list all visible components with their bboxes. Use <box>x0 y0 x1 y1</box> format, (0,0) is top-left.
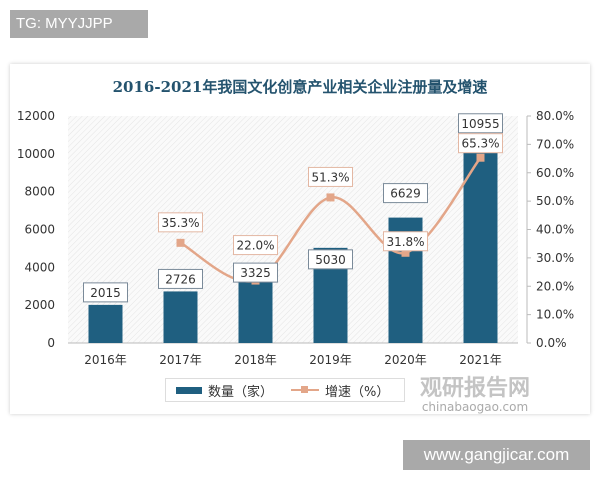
bar-value-label: 2015 <box>90 286 121 300</box>
x-axis-tick: 2021年 <box>459 353 502 367</box>
bar-value-label-box <box>308 249 353 270</box>
left-axis-tick: 10000 <box>17 147 55 161</box>
bar-value-label: 3325 <box>240 266 271 280</box>
left-axis-tick: 8000 <box>24 185 55 199</box>
bar-2021年 <box>463 135 498 343</box>
left-axis-tick: 2000 <box>24 298 55 312</box>
right-axis-tick: 50.0% <box>536 194 574 208</box>
growth-value-label-box <box>158 212 203 233</box>
growth-marker <box>326 193 335 202</box>
bar-value-label-box <box>233 262 278 283</box>
bar-value-label-box <box>458 113 503 134</box>
right-axis-tick: 10.0% <box>536 308 574 322</box>
bar-value-label: 10955 <box>461 117 499 131</box>
logo-watermark: 观研报告网 chinabaogao.com <box>420 370 530 414</box>
legend-bar-swatch <box>176 386 202 394</box>
bottom-watermark: www.gangjicar.com <box>403 440 590 470</box>
legend-line-swatch <box>291 386 320 393</box>
bar-value-label-box <box>383 183 428 204</box>
left-axis-tick: 6000 <box>24 223 55 237</box>
left-axis-tick: 0 <box>47 336 55 350</box>
right-axis-tick: 30.0% <box>536 251 574 265</box>
legend-line-label: 增速（%） <box>325 384 390 400</box>
growth-value-label: 35.3% <box>161 216 199 230</box>
growth-value-label: 31.8% <box>386 235 424 249</box>
growth-value-label-box <box>458 133 503 154</box>
chart-title: 2016-2021年我国文化创意产业相关企业注册量及增速 <box>112 78 488 96</box>
x-axis-tick: 2016年 <box>84 353 127 367</box>
bar-value-label-box <box>158 268 203 289</box>
right-axis-tick: 70.0% <box>536 137 574 151</box>
legend: 数量（家） 增速（%） <box>165 378 405 402</box>
growth-value-label: 22.0% <box>236 239 274 253</box>
growth-marker <box>401 248 410 257</box>
x-axis-tick: 2018年 <box>234 353 277 367</box>
growth-value-label: 65.3% <box>461 137 499 151</box>
bar-value-label-box <box>83 282 128 303</box>
growth-value-label-box <box>383 231 428 252</box>
growth-marker <box>476 153 485 162</box>
top-watermark: TG: MYYJJPP <box>10 10 148 38</box>
left-axis-tick: 4000 <box>24 260 55 274</box>
right-axis-tick: 80.0% <box>536 109 574 123</box>
bar-value-label: 6629 <box>390 187 421 201</box>
bar-value-label: 2726 <box>165 272 196 286</box>
legend-bar-label: 数量（家） <box>208 384 274 400</box>
logo-cn: 观研报告网 <box>420 376 531 401</box>
right-axis-tick: 40.0% <box>536 223 574 237</box>
left-axis-tick: 12000 <box>17 109 55 123</box>
x-axis-tick: 2020年 <box>384 353 427 367</box>
right-axis-tick: 20.0% <box>536 279 574 293</box>
growth-value-label-box <box>233 235 278 256</box>
logo-en: chinabaogao.com <box>421 400 529 414</box>
right-axis-tick: 0.0% <box>536 336 567 350</box>
x-axis-tick: 2019年 <box>309 353 352 367</box>
growth-value-label: 51.3% <box>311 170 349 184</box>
bar-2018年 <box>238 280 273 343</box>
bar-2017年 <box>163 291 198 343</box>
x-axis-tick: 2017年 <box>159 353 202 367</box>
bar-value-label: 5030 <box>315 253 346 267</box>
right-axis-tick: 60.0% <box>536 166 574 180</box>
growth-marker <box>176 238 185 247</box>
growth-value-label-box <box>308 166 353 187</box>
bar-2016年 <box>88 304 123 343</box>
plot-area <box>68 116 518 343</box>
